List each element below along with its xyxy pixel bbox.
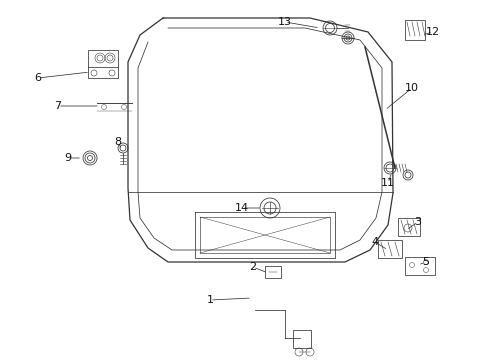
Text: 7: 7 [54, 101, 61, 111]
Text: 2: 2 [249, 262, 256, 272]
Bar [292, 330, 310, 348]
Text: 12: 12 [425, 27, 439, 37]
Bar [397, 218, 419, 236]
Bar [264, 266, 281, 278]
Text: 4: 4 [371, 237, 378, 247]
Text: 11: 11 [380, 178, 394, 188]
Text: 5: 5 [422, 257, 428, 267]
Bar [377, 240, 401, 258]
Bar [404, 20, 424, 40]
Text: 8: 8 [114, 137, 122, 147]
Text: 10: 10 [404, 83, 418, 93]
Text: 3: 3 [414, 217, 421, 227]
Text: 9: 9 [64, 153, 71, 163]
Bar [404, 257, 434, 275]
Bar [88, 50, 118, 78]
Text: 1: 1 [206, 295, 213, 305]
Text: 13: 13 [278, 17, 291, 27]
Text: 14: 14 [234, 203, 248, 213]
Text: 6: 6 [35, 73, 41, 83]
